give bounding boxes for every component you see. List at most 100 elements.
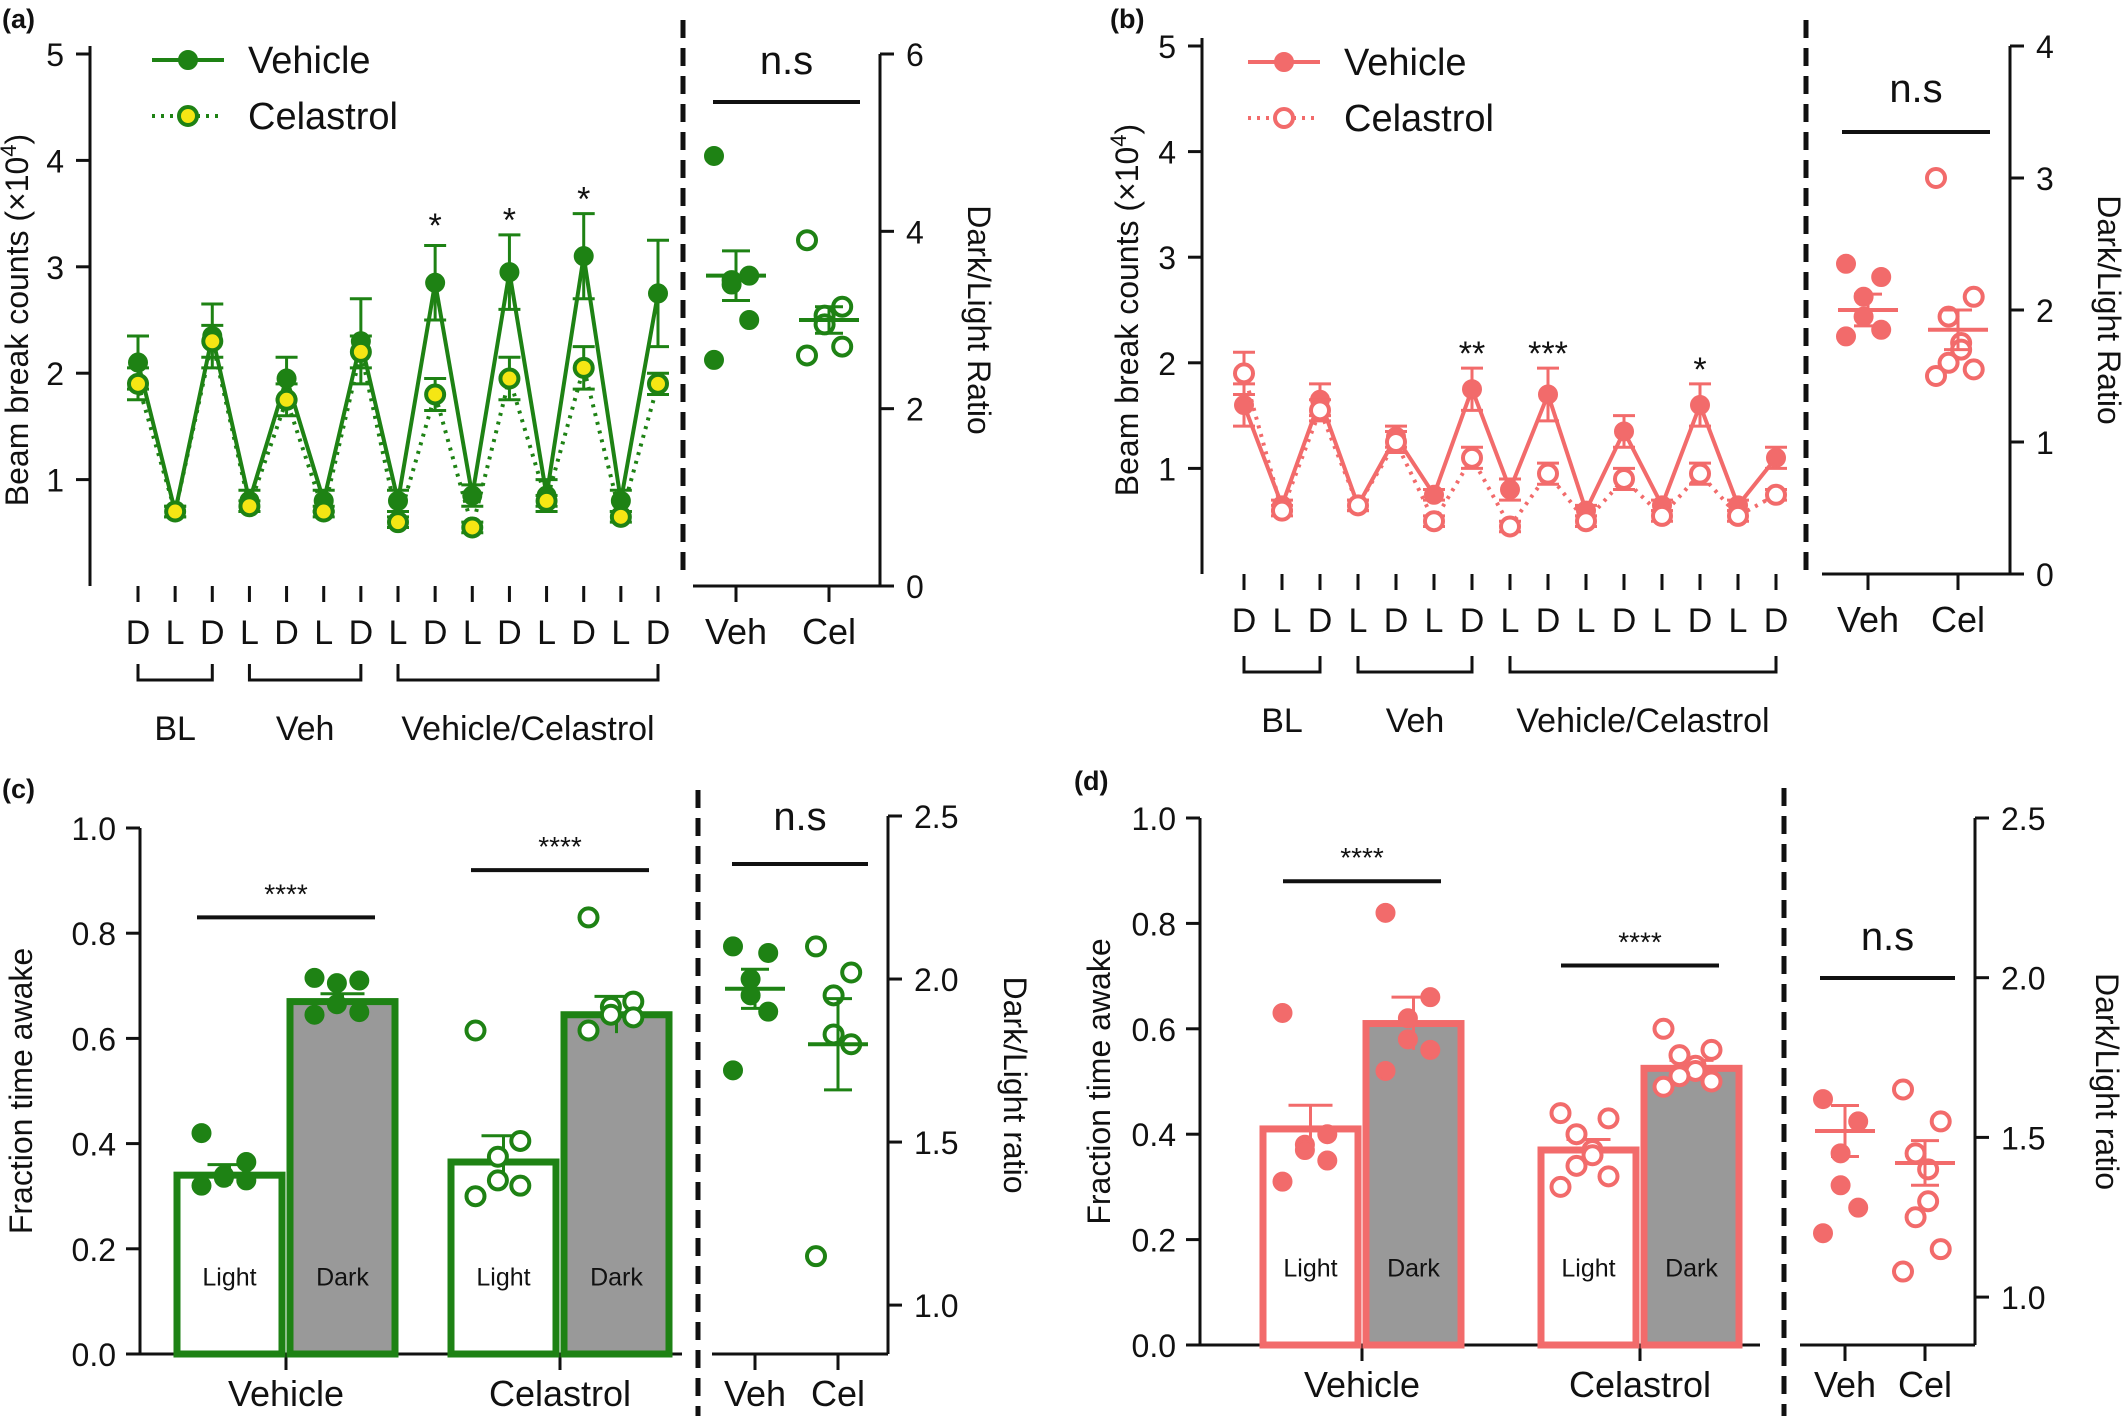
x-category-label: Celastrol xyxy=(489,1373,631,1414)
bar-point xyxy=(1668,1065,1691,1088)
data-point-vehicle xyxy=(462,485,483,506)
ratio-y-tick-label: 2.0 xyxy=(2001,961,2045,997)
significance-mark: * xyxy=(429,207,442,245)
ratio-point xyxy=(1892,1078,1914,1101)
bar-label-light: Light xyxy=(1283,1254,1337,1282)
bar-point xyxy=(236,1152,257,1173)
ratio-point xyxy=(1871,267,1892,287)
ratio-y-axis-label: Dark/Light ratio xyxy=(2089,973,2125,1190)
ratio-x-label: Cel xyxy=(802,611,856,652)
bar-point xyxy=(1565,1123,1588,1146)
y-tick-label: 0.2 xyxy=(72,1232,116,1268)
bar-point xyxy=(464,1019,487,1042)
significance-mark: * xyxy=(1693,351,1706,389)
data-point-celastrol xyxy=(1309,399,1331,422)
data-point-vehicle xyxy=(573,246,594,267)
ratio-point xyxy=(704,145,724,166)
bar-point xyxy=(1652,1017,1675,1040)
bar-point xyxy=(1420,1039,1441,1060)
y-tick-label: 0.8 xyxy=(72,916,116,952)
ratio-x-label: Cel xyxy=(811,1373,865,1414)
bar-label-dark: Dark xyxy=(316,1264,369,1292)
x-tick-label: L xyxy=(240,614,259,652)
significance-mark: **** xyxy=(538,831,582,862)
ratio-point xyxy=(723,1060,743,1081)
ratio-x-label: Veh xyxy=(1837,599,1899,640)
data-point-celastrol xyxy=(1233,362,1255,385)
ratio-sig-label: n.s xyxy=(1889,67,1942,111)
bar-point xyxy=(622,1006,645,1029)
bar-point xyxy=(213,1167,234,1188)
x-tick-label: L xyxy=(1349,602,1368,640)
ratio-y-tick-label: 2.0 xyxy=(914,962,958,998)
significance-mark: * xyxy=(577,180,590,218)
ratio-y-tick-label: 3 xyxy=(2036,161,2054,197)
group-label: BL xyxy=(1261,702,1303,740)
y-tick-label: 0.4 xyxy=(72,1127,116,1163)
bar-point xyxy=(1668,1044,1691,1067)
ratio-x-label: Veh xyxy=(724,1373,786,1414)
y-axis-label: Fraction time awake xyxy=(1081,938,1117,1224)
ratio-y-tick-label: 6 xyxy=(906,37,924,73)
ratio-y-tick-label: 2 xyxy=(906,392,924,428)
group-label: Vehicle/Celastrol xyxy=(401,710,654,748)
y-tick-label: 4 xyxy=(1158,135,1176,171)
ratio-point xyxy=(758,1001,779,1022)
ratio-y-axis-label: Dark/Light Ratio xyxy=(961,205,997,434)
ratio-point xyxy=(1813,1089,1833,1110)
data-point-celastrol xyxy=(1499,515,1521,538)
ratio-point xyxy=(739,310,760,330)
ratio-x-label: Veh xyxy=(705,611,767,652)
x-tick-label: L xyxy=(314,614,333,652)
bar-point xyxy=(326,994,347,1015)
y-axis-label: Beam break counts (×104) xyxy=(1106,124,1146,496)
ratio-point xyxy=(840,961,863,984)
legend-label: Celastrol xyxy=(248,96,398,138)
ratio-point xyxy=(1929,1238,1952,1261)
x-tick-label: D xyxy=(200,614,225,652)
bar-light xyxy=(1259,1125,1362,1349)
data-point-celastrol xyxy=(349,340,372,363)
ratio-point xyxy=(1830,1143,1851,1164)
ratio-x-label: Veh xyxy=(1814,1364,1876,1405)
x-category-label: Celastrol xyxy=(1569,1364,1711,1405)
legend-marker xyxy=(1273,107,1295,129)
bar-point xyxy=(1375,1060,1396,1081)
bar-point xyxy=(577,906,600,929)
data-point-vehicle xyxy=(648,283,668,304)
data-point-celastrol xyxy=(535,489,558,512)
x-tick-label: L xyxy=(166,614,185,652)
bar-point xyxy=(486,1145,509,1168)
data-point-celastrol xyxy=(498,367,521,390)
x-tick-label: L xyxy=(1273,602,1292,640)
x-tick-label: D xyxy=(126,614,151,652)
group-label: Veh xyxy=(276,710,335,748)
y-tick-label: 4 xyxy=(46,143,64,179)
x-tick-label: D xyxy=(1764,602,1789,640)
bar-dark xyxy=(286,998,399,1358)
bar-point xyxy=(1700,1070,1723,1093)
bar-point xyxy=(304,1004,325,1025)
significance-mark: *** xyxy=(1528,335,1568,373)
ratio-point xyxy=(704,349,724,370)
bar-point xyxy=(1294,1140,1315,1161)
significance-mark: **** xyxy=(264,878,308,909)
data-point-celastrol xyxy=(312,500,335,523)
legend-marker xyxy=(177,105,199,127)
x-tick-label: D xyxy=(1384,602,1409,640)
panel-label: (d) xyxy=(1074,766,1108,796)
ratio-y-tick-label: 2 xyxy=(2036,293,2054,329)
data-point-vehicle xyxy=(499,262,520,283)
ratio-y-tick-label: 1 xyxy=(2036,425,2054,461)
ratio-point xyxy=(1937,351,1960,374)
data-point-celastrol xyxy=(1347,494,1369,517)
x-tick-label: L xyxy=(1425,602,1444,640)
panel-label: (c) xyxy=(2,774,35,804)
data-point-celastrol xyxy=(572,356,595,379)
y-tick-label: 0.6 xyxy=(1132,1012,1176,1048)
ratio-point xyxy=(1904,1142,1927,1165)
bar-label-light: Light xyxy=(202,1264,256,1292)
x-tick-label: D xyxy=(571,614,596,652)
x-tick-label: L xyxy=(389,614,408,652)
